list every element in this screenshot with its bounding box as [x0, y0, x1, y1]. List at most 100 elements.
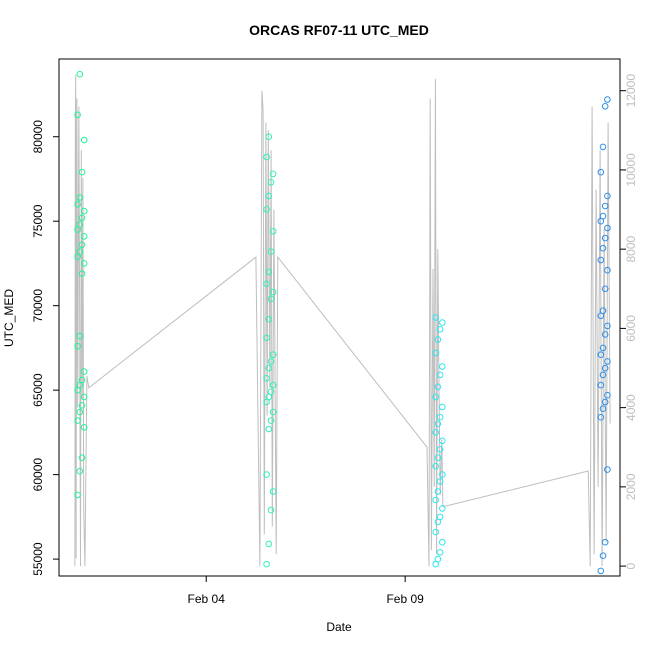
data-point — [76, 221, 84, 228]
data-point — [78, 270, 86, 277]
data-point — [80, 393, 88, 401]
data-point — [263, 334, 270, 342]
data-point — [599, 405, 607, 413]
data-point — [434, 420, 442, 428]
data-point — [74, 201, 81, 208]
data-point — [436, 371, 444, 379]
data-point — [601, 285, 609, 293]
data-point — [269, 488, 277, 495]
data-point — [265, 133, 273, 140]
data-point — [599, 552, 607, 560]
data-point — [436, 549, 444, 556]
data-point — [597, 351, 605, 359]
data-point — [601, 103, 609, 110]
data-point — [599, 143, 607, 151]
data-point — [76, 408, 84, 416]
data-point — [267, 179, 275, 186]
data-point — [74, 111, 81, 119]
data-point — [267, 506, 275, 514]
data-point — [597, 256, 605, 264]
chart-title: ORCAS RF07-11 UTC_MED — [249, 22, 429, 38]
data-point — [432, 528, 440, 536]
data-point — [263, 375, 270, 382]
data-point — [265, 192, 273, 200]
right-y-axis: 0 2000 4000 6000 8000 10000 12000 — [620, 74, 638, 569]
data-point — [269, 381, 277, 389]
right-tick-label: 12000 — [624, 74, 638, 108]
data-point — [601, 364, 609, 372]
left-tick-label: 80000 — [31, 120, 45, 154]
data-point — [76, 467, 84, 475]
data-point — [434, 555, 442, 563]
data-point — [78, 241, 86, 249]
data-point — [432, 349, 440, 357]
left-tick-label: 55000 — [31, 542, 45, 576]
data-point — [263, 471, 270, 478]
data-point — [76, 70, 84, 78]
data-point — [265, 268, 273, 276]
data-point — [269, 408, 277, 416]
right-tick-label: 0 — [624, 562, 638, 569]
left-tick-label: 75000 — [31, 204, 45, 238]
data-point — [80, 368, 88, 375]
data-point — [434, 383, 442, 391]
data-point — [604, 391, 611, 399]
data-point — [439, 363, 446, 370]
data-point — [597, 168, 605, 176]
x-tick-label: Feb 09 — [386, 592, 424, 606]
data-point — [265, 425, 273, 433]
data-point — [265, 364, 273, 372]
data-point — [434, 454, 442, 462]
data-point — [80, 424, 88, 431]
data-point — [74, 342, 81, 350]
data-point — [78, 454, 86, 462]
data-point — [604, 192, 611, 200]
left-y-axis: 55000 60000 65000 70000 75000 80000 — [31, 120, 59, 576]
data-point — [434, 336, 442, 343]
data-point — [80, 207, 88, 215]
data-point — [599, 344, 607, 352]
data-point — [436, 478, 444, 485]
data-point — [80, 233, 88, 240]
data-point — [599, 212, 607, 220]
data-point — [267, 417, 275, 424]
data-point — [434, 488, 442, 495]
data-point — [76, 248, 84, 255]
right-tick-label: 4000 — [624, 394, 638, 421]
data-point — [432, 429, 440, 436]
data-point — [78, 168, 86, 176]
data-point — [78, 376, 86, 384]
data-point — [263, 153, 270, 161]
data-point — [80, 136, 88, 144]
data-point — [267, 388, 275, 396]
data-point — [599, 371, 607, 379]
x-axis-label: Date — [326, 620, 352, 634]
data-point — [269, 170, 277, 178]
data-point — [439, 505, 446, 512]
data-point — [601, 234, 609, 242]
data-point — [267, 358, 275, 365]
data-point — [604, 466, 611, 473]
right-tick-label: 10000 — [624, 153, 638, 187]
data-point — [263, 560, 270, 568]
data-point — [436, 446, 444, 453]
data-point — [601, 538, 609, 546]
plot-frame — [58, 58, 621, 577]
left-tick-label: 65000 — [31, 373, 45, 407]
data-point — [439, 437, 446, 445]
right-tick-label: 8000 — [624, 235, 638, 262]
left-tick-label: 70000 — [31, 289, 45, 323]
altitude-line — [74, 74, 611, 567]
data-point — [432, 314, 440, 321]
data-point — [599, 307, 607, 315]
data-point — [604, 358, 611, 365]
series-rf07 — [74, 70, 88, 499]
data-point — [432, 393, 440, 401]
data-point — [604, 224, 611, 232]
data-point — [80, 260, 88, 267]
data-point — [439, 471, 446, 478]
data-point — [263, 206, 270, 213]
data-point — [265, 540, 273, 548]
data-point — [267, 248, 275, 255]
data-point — [436, 513, 444, 521]
